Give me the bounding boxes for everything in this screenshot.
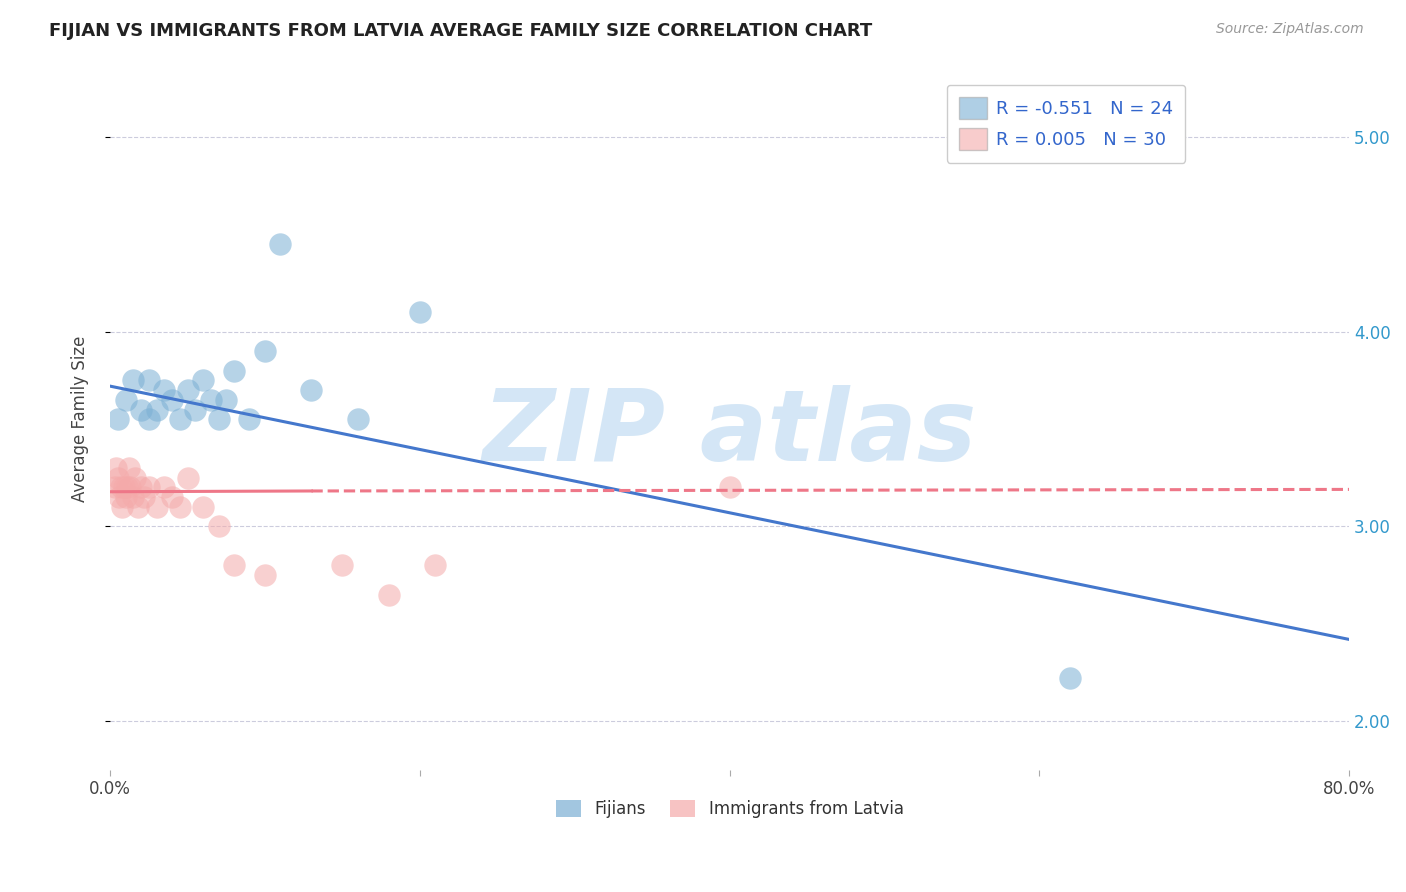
Text: ZIP atlas: ZIP atlas	[482, 384, 977, 482]
Point	[409, 305, 432, 319]
Legend: Fijians, Immigrants from Latvia: Fijians, Immigrants from Latvia	[548, 793, 911, 825]
Point	[301, 383, 323, 397]
Point	[104, 480, 127, 494]
Point	[153, 383, 176, 397]
Point	[115, 480, 138, 494]
Point	[129, 402, 152, 417]
Point	[253, 344, 276, 359]
Point	[253, 568, 276, 582]
Point	[191, 373, 214, 387]
Point	[108, 490, 131, 504]
Point	[118, 461, 141, 475]
Y-axis label: Average Family Size: Average Family Size	[72, 336, 89, 502]
Point	[145, 500, 167, 514]
Point	[238, 412, 260, 426]
Point	[107, 471, 129, 485]
Point	[120, 480, 142, 494]
Point	[1059, 672, 1081, 686]
Text: FIJIAN VS IMMIGRANTS FROM LATVIA AVERAGE FAMILY SIZE CORRELATION CHART: FIJIAN VS IMMIGRANTS FROM LATVIA AVERAGE…	[49, 22, 873, 40]
Text: Source: ZipAtlas.com: Source: ZipAtlas.com	[1216, 22, 1364, 37]
Point	[138, 373, 160, 387]
Point	[122, 373, 145, 387]
Point	[138, 412, 160, 426]
Point	[153, 480, 176, 494]
Point	[129, 480, 152, 494]
Point	[191, 500, 214, 514]
Point	[207, 519, 229, 533]
Point	[425, 558, 447, 573]
Point	[160, 392, 183, 407]
Point	[378, 588, 401, 602]
Point	[184, 402, 207, 417]
Point	[134, 490, 156, 504]
Point	[215, 392, 238, 407]
Point	[169, 500, 191, 514]
Point	[169, 412, 191, 426]
Point	[160, 490, 183, 504]
Point	[114, 392, 136, 407]
Point	[269, 236, 291, 251]
Point	[122, 490, 145, 504]
Point	[107, 412, 129, 426]
Point	[105, 461, 128, 475]
Point	[114, 490, 136, 504]
Point	[110, 480, 132, 494]
Point	[124, 471, 146, 485]
Point	[176, 471, 198, 485]
Point	[222, 363, 245, 377]
Point	[112, 480, 135, 494]
Point	[200, 392, 222, 407]
Point	[347, 412, 370, 426]
Point	[111, 500, 134, 514]
Point	[127, 500, 149, 514]
Point	[332, 558, 354, 573]
Point	[718, 480, 741, 494]
Point	[176, 383, 198, 397]
Point	[222, 558, 245, 573]
Point	[207, 412, 229, 426]
Point	[138, 480, 160, 494]
Point	[145, 402, 167, 417]
